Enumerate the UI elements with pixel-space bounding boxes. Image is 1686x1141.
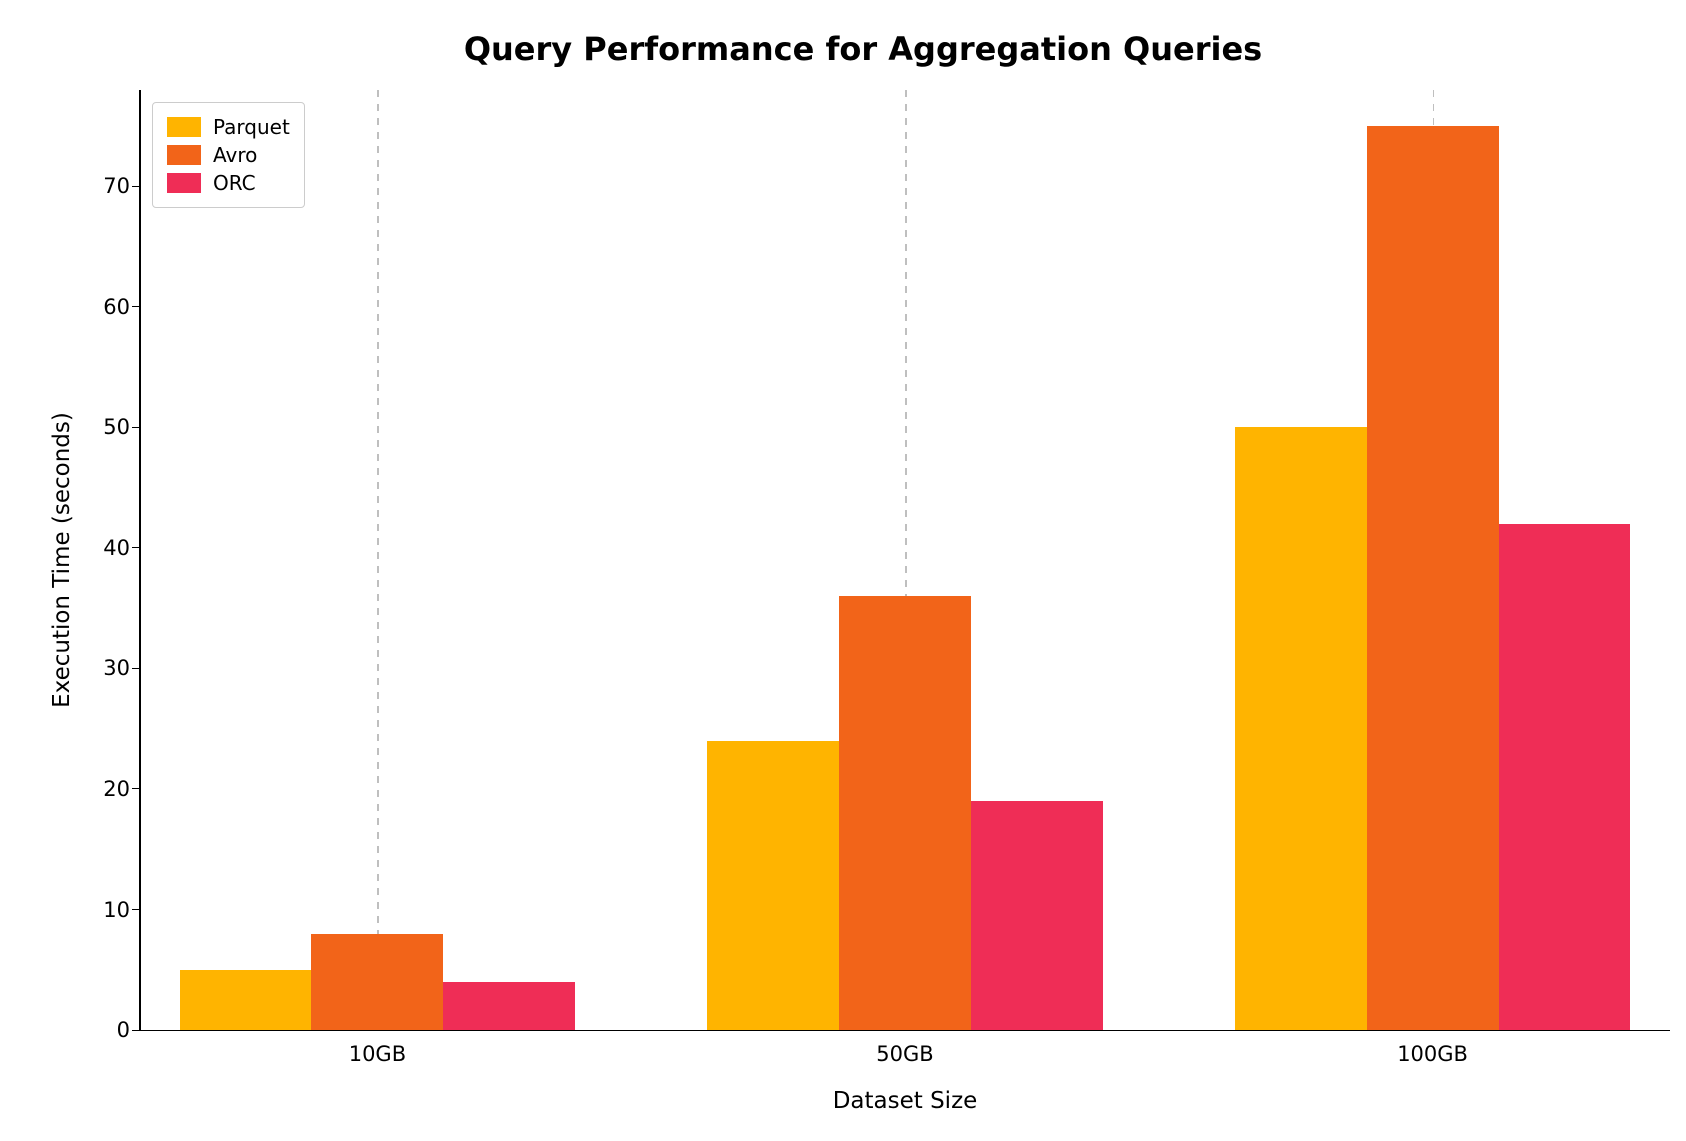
y-tick-label: 30 bbox=[103, 656, 140, 680]
bar-avro-100GB bbox=[1367, 126, 1499, 1030]
bar-orc-10GB bbox=[443, 982, 575, 1030]
bar-parquet-100GB bbox=[1235, 427, 1367, 1030]
y-tick-label: 50 bbox=[103, 415, 140, 439]
legend-swatch bbox=[167, 117, 201, 137]
chart-title: Query Performance for Aggregation Querie… bbox=[20, 30, 1686, 68]
bar-orc-100GB bbox=[1499, 524, 1631, 1030]
bar-orc-50GB bbox=[971, 801, 1103, 1030]
bar-parquet-10GB bbox=[180, 970, 312, 1030]
y-axis-spine bbox=[139, 90, 141, 1030]
x-axis-label: Dataset Size bbox=[833, 1088, 978, 1114]
y-tick-label: 20 bbox=[103, 777, 140, 801]
legend-label: ORC bbox=[213, 171, 256, 195]
chart-container: Query Performance for Aggregation Querie… bbox=[20, 20, 1686, 1121]
legend-label: Avro bbox=[213, 143, 257, 167]
legend-label: Parquet bbox=[213, 115, 290, 139]
plot-area: 01020304050607010GB50GB100GBParquetAvroO… bbox=[140, 90, 1670, 1030]
legend-swatch bbox=[167, 173, 201, 193]
x-tick-label: 10GB bbox=[349, 1030, 406, 1066]
bar-avro-10GB bbox=[311, 934, 443, 1030]
y-tick-label: 0 bbox=[117, 1018, 140, 1042]
legend-swatch bbox=[167, 145, 201, 165]
bar-avro-50GB bbox=[839, 596, 971, 1030]
y-tick-label: 40 bbox=[103, 536, 140, 560]
grid-line bbox=[377, 90, 379, 1030]
y-axis-label: Execution Time (seconds) bbox=[49, 412, 75, 708]
legend-item-avro: Avro bbox=[167, 141, 290, 169]
legend-item-orc: ORC bbox=[167, 169, 290, 197]
x-tick-label: 50GB bbox=[876, 1030, 933, 1066]
y-tick-label: 60 bbox=[103, 295, 140, 319]
legend: Parquet Avro ORC bbox=[152, 102, 305, 208]
y-tick-label: 70 bbox=[103, 174, 140, 198]
x-tick-label: 100GB bbox=[1397, 1030, 1468, 1066]
legend-item-parquet: Parquet bbox=[167, 113, 290, 141]
y-tick-label: 10 bbox=[103, 898, 140, 922]
bar-parquet-50GB bbox=[707, 741, 839, 1030]
